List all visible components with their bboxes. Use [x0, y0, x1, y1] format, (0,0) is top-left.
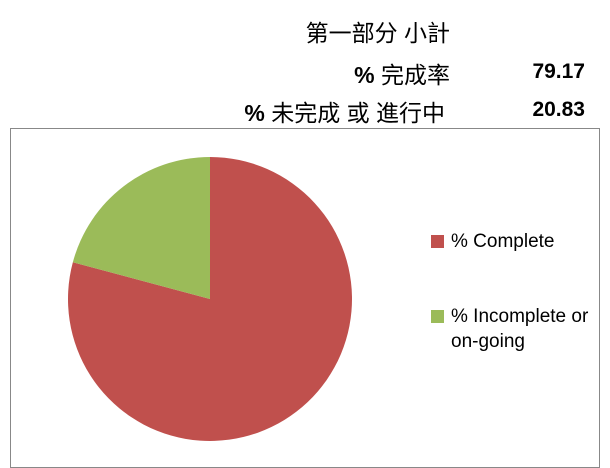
chart-area: % Complete % Incomplete or on-going — [10, 128, 600, 468]
row-value: 20.83 — [532, 98, 585, 121]
row-value: 79.17 — [532, 60, 585, 83]
row-prefix: % — [354, 62, 375, 88]
pie-slice — [67, 157, 352, 441]
pie-slice — [72, 157, 210, 299]
legend-swatch — [431, 310, 444, 323]
pie-chart — [67, 157, 352, 441]
header-title: 第一部分 小計 — [305, 20, 450, 46]
legend-item: % Incomplete or on-going — [431, 304, 610, 354]
legend-label: % Complete — [451, 231, 555, 252]
legend-label: % Incomplete or on-going — [451, 306, 589, 352]
row-text: 未完成 或 進行中 — [271, 100, 445, 126]
row-label: % 未完成 或 進行中 — [244, 94, 445, 128]
legend-swatch — [431, 235, 444, 248]
legend-item: % Complete — [431, 229, 610, 254]
row-label: % 完成率 — [354, 56, 450, 90]
row-prefix: % — [244, 100, 265, 126]
row-text: 完成率 — [381, 62, 450, 88]
